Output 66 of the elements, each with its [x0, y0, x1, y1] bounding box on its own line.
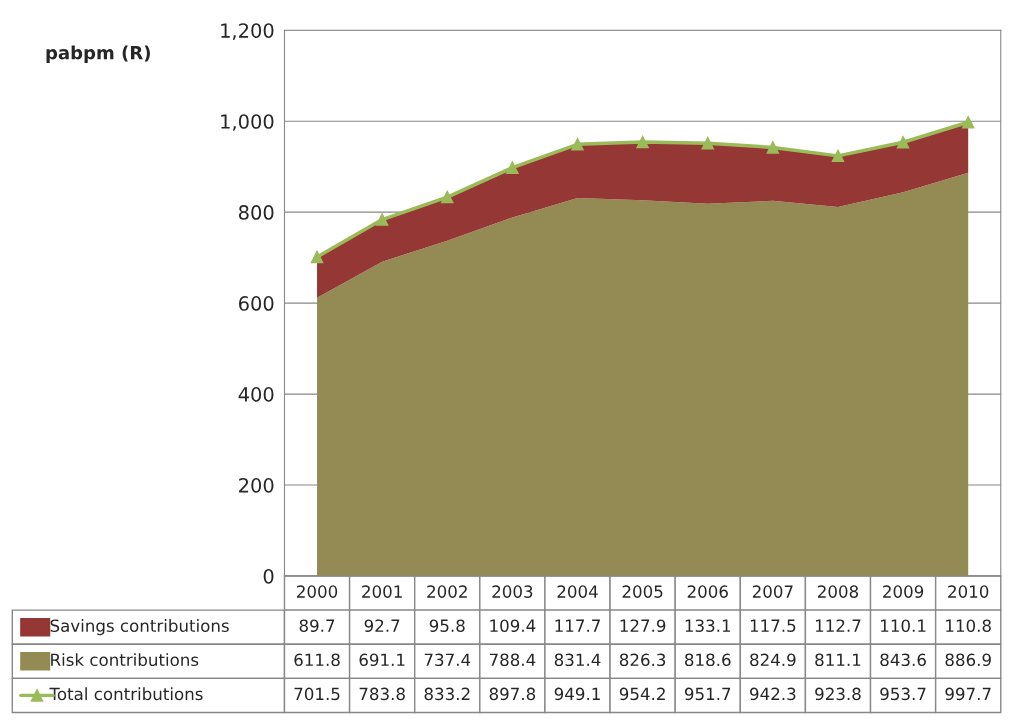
x-tick-label: 2006: [687, 585, 728, 598]
point: [701, 136, 714, 150]
legend-label: Savings contributions: [50, 619, 229, 636]
data-label: 818.6: [685, 653, 731, 667]
point: [441, 190, 454, 204]
point: [766, 141, 780, 154]
x-tick-label: 2008: [817, 585, 859, 598]
data-label: 109.4: [490, 619, 536, 632]
data-label: 691.1: [359, 653, 405, 667]
data-label: 127.9: [620, 619, 666, 632]
data-label: 824.9: [750, 653, 796, 667]
point: [375, 213, 389, 226]
point: [310, 250, 324, 264]
point: [636, 135, 649, 149]
data-label: 95.8: [429, 619, 465, 632]
x-tick-label: 2001: [362, 585, 402, 598]
data-label: 737.4: [424, 653, 471, 667]
y-tick-label: 600: [239, 296, 274, 311]
x-tick-label: 2000: [297, 585, 338, 598]
y-tick-label: 0: [263, 568, 274, 584]
data-label: 954.2: [619, 687, 665, 701]
data-label: 833.2: [424, 687, 470, 701]
data-label: 110.8: [946, 619, 991, 632]
data-label: 942.3: [750, 687, 796, 701]
x-tick-label: 2004: [557, 585, 598, 598]
data-label: 701.5: [294, 687, 340, 701]
data-label: 117.5: [750, 619, 796, 632]
legend-label: Total contributions: [49, 687, 203, 701]
data-label: 949.1: [554, 687, 600, 701]
data-label: 783.8: [359, 687, 405, 701]
data-label: 886.9: [945, 653, 991, 667]
x-tick-label: 2009: [883, 585, 924, 598]
point: [896, 136, 910, 149]
point: [506, 161, 519, 174]
x-tick-label: 2002: [427, 585, 467, 598]
data-label: 831.4: [554, 653, 601, 667]
x-tick-label: 2010: [948, 585, 989, 598]
data-label: 826.3: [619, 653, 666, 667]
data-label: 89.7: [299, 619, 335, 632]
data-label: 92.7: [364, 619, 400, 632]
point: [571, 138, 584, 151]
data-label: 953.7: [880, 687, 926, 701]
data-label: 923.8: [815, 687, 861, 701]
data-label: 110.1: [881, 619, 926, 632]
data-label: 611.8: [294, 653, 340, 667]
data-label: 843.6: [880, 653, 926, 667]
x-tick-label: 2003: [492, 585, 533, 598]
y-tick-label: 200: [239, 478, 274, 493]
legend-label: Risk contributions: [51, 653, 199, 667]
y-axis-title: pabpm (R): [46, 45, 150, 63]
data-label: 811.1: [815, 653, 861, 667]
y-tick-label: 1,000: [221, 114, 274, 131]
x-tick-label: 2005: [622, 585, 663, 598]
data-label: 788.4: [489, 653, 536, 667]
data-label: 897.8: [489, 687, 536, 701]
x-tick-label: 2007: [752, 585, 793, 598]
y-tick-label: 1,200: [221, 23, 274, 40]
data-label: 133.1: [685, 619, 731, 632]
y-tick-label: 800: [238, 205, 274, 220]
point: [831, 149, 845, 163]
data-label: 117.7: [555, 619, 600, 632]
y-tick-label: 400: [238, 387, 274, 402]
data-label: 997.7: [945, 687, 991, 701]
point: [961, 115, 975, 129]
data-label: 951.7: [684, 687, 731, 701]
data-label: 112.7: [815, 619, 861, 632]
